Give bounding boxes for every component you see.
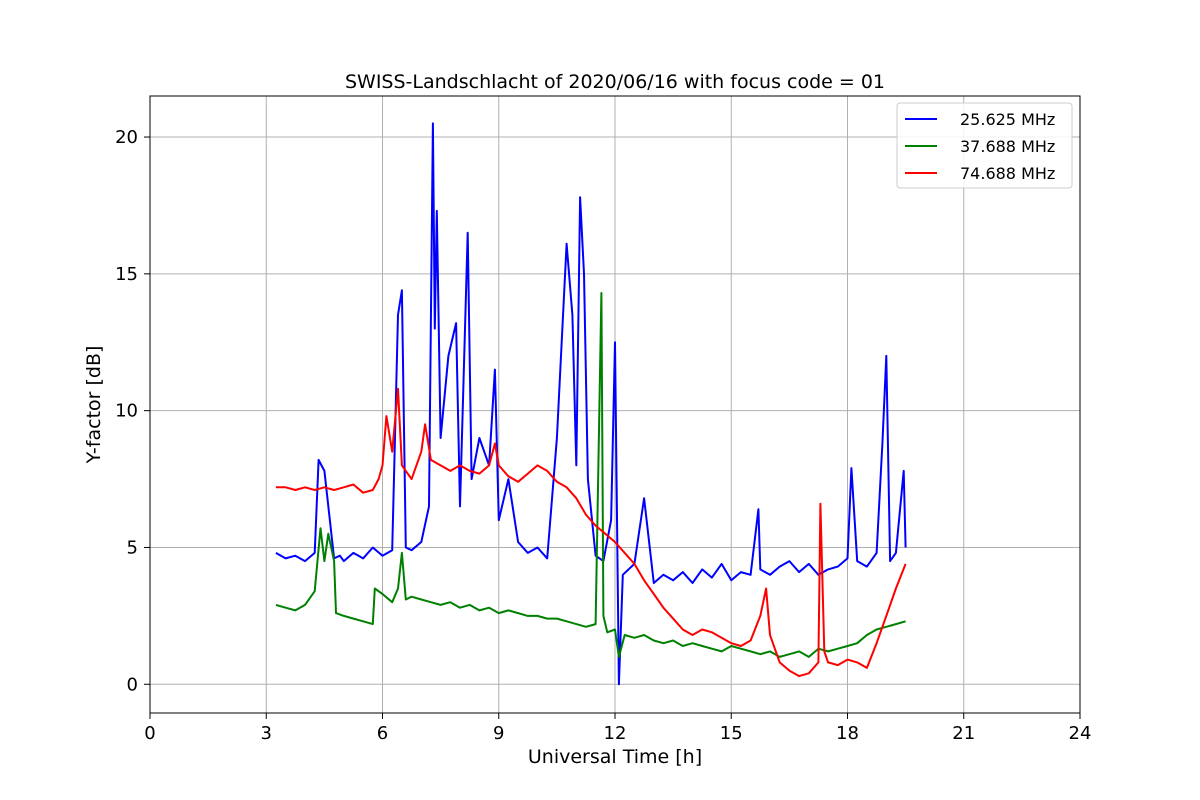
legend-label-0: 25.625 MHz [960, 110, 1055, 129]
x-tick-label: 3 [261, 723, 272, 744]
y-axis-label: Y-factor [dB] [83, 346, 105, 465]
legend-label-1: 37.688 MHz [960, 137, 1055, 156]
x-tick-label: 18 [836, 723, 859, 744]
plot-series [275, 122, 907, 686]
x-tick-label: 24 [1069, 723, 1092, 744]
x-tick-label: 21 [952, 723, 975, 744]
x-tick-label: 9 [493, 723, 504, 744]
series-line-1 [275, 292, 906, 658]
legend-label-2: 74.688 MHz [960, 164, 1055, 183]
legend-box [896, 102, 1073, 189]
x-axis-label: Universal Time [h] [528, 746, 702, 768]
x-tick-label: 12 [604, 723, 627, 744]
x-tick-label: 15 [720, 723, 743, 744]
y-tick-label: 0 [127, 674, 138, 695]
y-tick-label: 5 [127, 537, 138, 558]
y-tick-label: 20 [115, 127, 138, 148]
series-line-0 [275, 122, 907, 686]
series-line-2 [275, 387, 907, 678]
y-tick-label: 10 [115, 401, 138, 422]
x-tick-label: 6 [377, 723, 388, 744]
chart-title: SWISS-Landschlacht of 2020/06/16 with fo… [345, 71, 885, 93]
axis-ticks: 0 3 6 9 12 15 18 21 24 0 5 10 15 20 [115, 127, 1091, 744]
x-tick-label: 0 [144, 723, 155, 744]
legend: 25.625 MHz 37.688 MHz 74.688 MHz [896, 102, 1073, 189]
y-tick-label: 15 [115, 264, 138, 285]
